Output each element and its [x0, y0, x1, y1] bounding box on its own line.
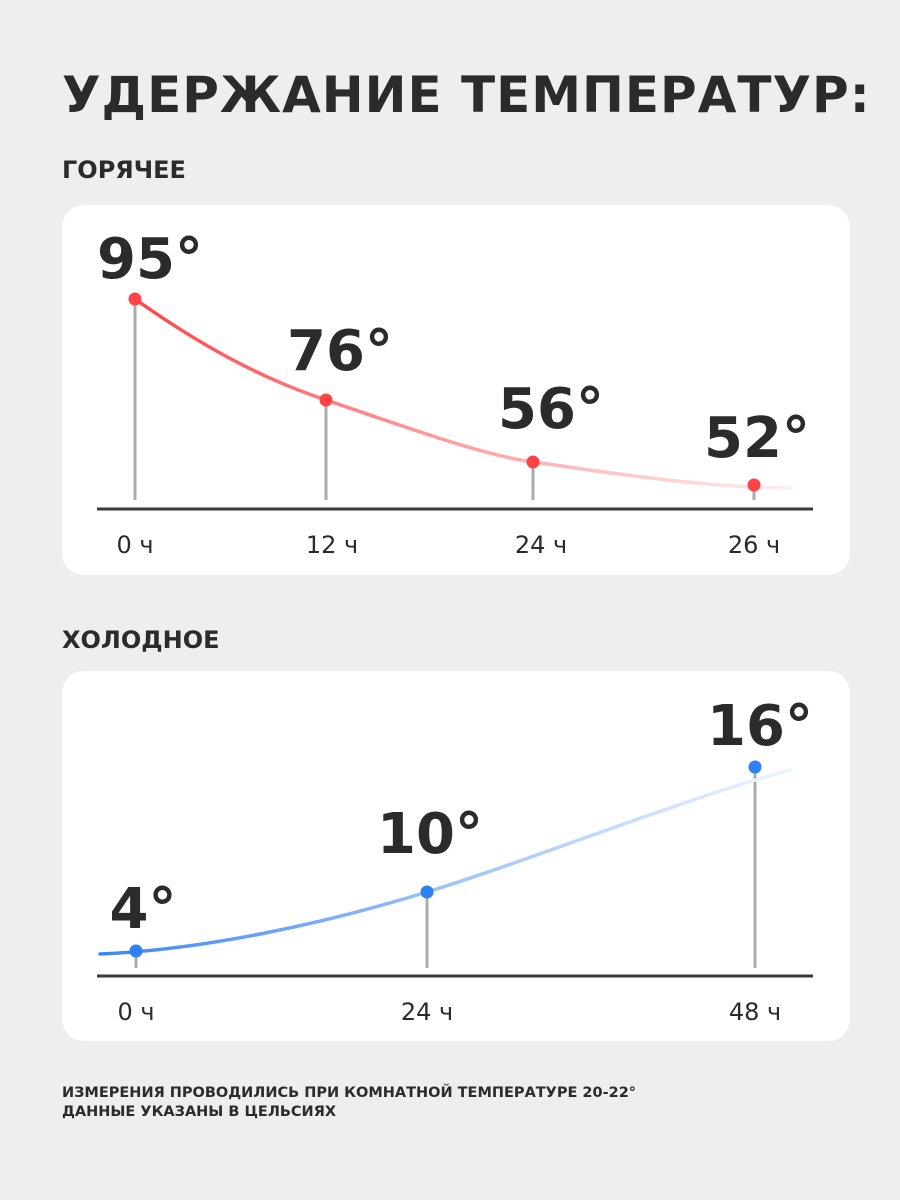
hot-data-point	[319, 393, 333, 407]
hot-data-label: 52°	[704, 406, 810, 471]
hot-chart-title: ГОРЯЧЕЕ	[62, 156, 186, 184]
cold-data-point	[748, 760, 762, 774]
hot-x-tick-label: 24 ч	[515, 531, 567, 559]
cold-data-point	[129, 944, 143, 958]
hot-data-point	[128, 292, 142, 306]
cold-data-point	[420, 885, 434, 899]
hot-x-tick-label: 26 ч	[728, 531, 780, 559]
hot-data-label: 76°	[287, 319, 393, 384]
cold-x-tick-label: 24 ч	[401, 998, 453, 1026]
hot-x-tick-label: 12 ч	[306, 531, 358, 559]
cold-chart-title: ХОЛОДНОЕ	[62, 626, 220, 654]
hot-data-point	[747, 478, 761, 492]
cold-data-label: 4°	[110, 877, 177, 942]
hot-data-label: 95°	[97, 227, 203, 292]
hot-data-point	[526, 455, 540, 469]
page-title: УДЕРЖАНИЕ ТЕМПЕРАТУР:	[62, 66, 871, 124]
cold-chart-card	[62, 671, 850, 1041]
cold-x-tick-label: 0 ч	[117, 998, 154, 1026]
cold-data-label: 16°	[707, 694, 813, 759]
hot-chart-card	[62, 205, 850, 575]
footnote-line-2: ДАННЫЕ УКАЗАНЫ В ЦЕЛЬСИЯХ	[62, 1104, 337, 1120]
footnote: ИЗМЕРЕНИЯ ПРОВОДИЛИСЬ ПРИ КОМНАТНОЙ ТЕМП…	[62, 1084, 636, 1122]
footnote-line-1: ИЗМЕРЕНИЯ ПРОВОДИЛИСЬ ПРИ КОМНАТНОЙ ТЕМП…	[62, 1085, 637, 1101]
cold-data-label: 10°	[377, 802, 483, 867]
hot-data-label: 56°	[498, 377, 604, 442]
cold-x-tick-label: 48 ч	[729, 998, 781, 1026]
hot-series-line	[133, 297, 792, 490]
hot-x-tick-label: 0 ч	[116, 531, 153, 559]
